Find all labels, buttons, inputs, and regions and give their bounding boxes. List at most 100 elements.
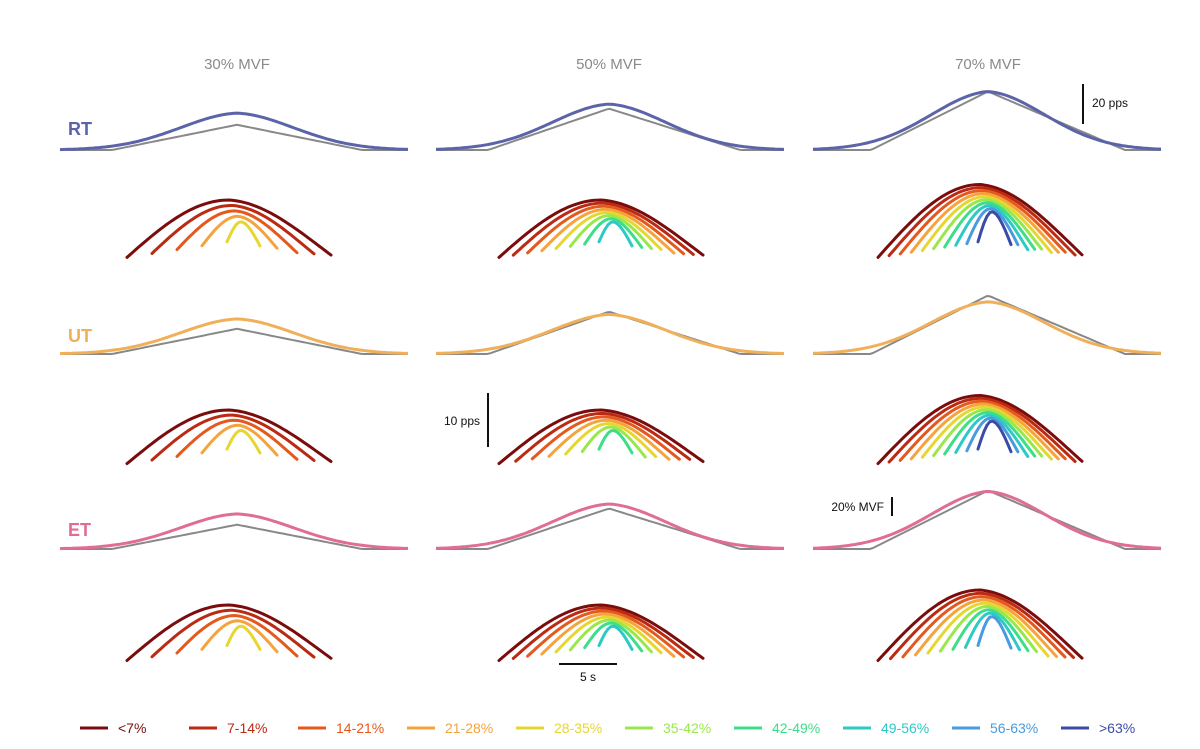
discharge-trace-35-42% <box>932 408 1044 458</box>
discharge-trace-14-21% <box>901 595 1067 659</box>
force-trace-et <box>435 502 785 550</box>
discharge-trace-28-35% <box>920 195 1053 254</box>
force-trace-ut <box>59 317 408 356</box>
force-trace-rt <box>435 102 785 151</box>
discharge-trace-21-28% <box>914 598 1058 658</box>
discharge-trace-<7% <box>497 198 705 259</box>
row-labels: RT UT ET <box>68 119 92 540</box>
force-trace-et <box>812 489 1162 550</box>
legend-label: <7% <box>118 720 146 736</box>
discharge-trace-7-14% <box>514 411 692 463</box>
discharge-trace-49-56% <box>597 624 634 651</box>
discharge-trace-<7% <box>497 408 705 466</box>
discharge-trace-14-21% <box>175 418 299 461</box>
discharge-trace-49-56% <box>964 611 1021 652</box>
discharge-trace-14-21% <box>526 609 686 659</box>
discharge-trace-14-21% <box>526 204 686 256</box>
discharge-trace->63% <box>976 419 1013 454</box>
discharge-trace-21-28% <box>540 207 676 255</box>
row-label-rt: RT <box>68 119 92 139</box>
discharge-trace-<7% <box>876 183 1084 259</box>
discharge-trace-28-35% <box>225 220 262 248</box>
discharge-trace-28-35% <box>564 422 658 459</box>
discharge-trace-21-28% <box>540 612 676 658</box>
discharge-trace-21-28% <box>909 192 1060 254</box>
discharge-trace-14-21% <box>175 614 299 658</box>
discharge-trace-<7% <box>125 603 333 662</box>
discharge-trace-28-35% <box>926 601 1050 658</box>
discharge-trace-56-63% <box>965 416 1020 454</box>
column-titles: 30% MVF 50% MVF 70% MVF <box>204 56 1021 73</box>
discharge-trace-35-42% <box>932 198 1044 251</box>
discharge-trace-35-42% <box>580 425 647 459</box>
legend-label: 21-28% <box>445 720 493 736</box>
discharge-trace-21-28% <box>200 619 279 654</box>
column-title-70: 70% MVF <box>955 56 1021 73</box>
scale-label-20mvf: 20% MVF <box>831 500 884 514</box>
discharge-trace->63% <box>976 210 1013 247</box>
discharge-trace-28-35% <box>920 405 1053 461</box>
legend-label: 28-35% <box>554 720 602 736</box>
legend-label: 35-42% <box>663 720 711 736</box>
discharge-trace-49-56% <box>954 413 1030 458</box>
force-trace-reference <box>60 523 408 550</box>
legend-label: 14-21% <box>336 720 384 736</box>
scale-bars: 20 pps 10 pps 20% MVF 5 s <box>444 84 1128 684</box>
legend-label: 42-49% <box>772 720 820 736</box>
discharge-trace-28-35% <box>554 210 663 251</box>
discharge-trace-7-14% <box>511 201 695 257</box>
row-label-ut: UT <box>68 326 92 346</box>
discharge-trace-49-56% <box>597 220 634 248</box>
discharge-trace-42-49% <box>597 429 634 455</box>
legend-label: 7-14% <box>227 720 267 736</box>
column-title-30: 30% MVF <box>204 56 270 73</box>
discharge-trace-7-14% <box>511 606 695 660</box>
discharge-trace-21-28% <box>200 423 279 457</box>
discharge-trace-42-49% <box>943 201 1037 251</box>
discharge-trace-21-28% <box>547 418 671 461</box>
force-trace-reference <box>436 507 784 550</box>
discharge-trace-28-35% <box>225 429 262 455</box>
force-trace-reference <box>60 123 408 151</box>
discharge-trace-7-14% <box>887 396 1077 464</box>
force-trace-ut <box>812 300 1162 355</box>
discharge-trace-42-49% <box>583 621 644 653</box>
discharge-trace-14-21% <box>530 415 681 461</box>
discharge-trace-35-42% <box>568 618 653 654</box>
force-trace-reference <box>813 294 1161 355</box>
force-trace-rt <box>59 111 409 152</box>
discharge-trace-7-14% <box>150 204 316 256</box>
legend: <7% 7-14% 14-21% 21-28% 28-35% 35-42% 42-49% 49… <box>80 720 1135 736</box>
force-and-discharge-traces <box>59 90 1162 662</box>
column-title-50: 50% MVF <box>576 56 642 73</box>
discharge-trace-<7% <box>125 408 333 466</box>
discharge-trace-14-21% <box>175 209 299 255</box>
discharge-trace-56-63% <box>965 207 1020 247</box>
force-trace-reference <box>436 107 784 151</box>
discharge-trace-28-35% <box>225 624 262 651</box>
discharge-trace-<7% <box>876 394 1084 466</box>
discharge-trace-7-14% <box>150 413 316 462</box>
discharge-trace-42-49% <box>943 411 1037 458</box>
discharge-trace-14-21% <box>898 399 1067 462</box>
legend-label: 49-56% <box>881 720 929 736</box>
discharge-trace-<7% <box>876 588 1084 662</box>
discharge-trace-7-14% <box>889 591 1075 661</box>
discharge-trace-35-42% <box>939 605 1038 654</box>
discharge-trace-35-42% <box>568 214 653 250</box>
discharge-trace-7-14% <box>887 186 1077 258</box>
discharge-trace-7-14% <box>150 608 316 659</box>
discharge-trace-<7% <box>497 603 705 662</box>
force-trace-reference <box>60 327 408 355</box>
legend-label: >63% <box>1099 720 1135 736</box>
discharge-trace-49-56% <box>954 204 1030 252</box>
scale-label-10pps: 10 pps <box>444 414 480 428</box>
discharge-trace-<7% <box>125 198 333 259</box>
legend-label: 56-63% <box>990 720 1038 736</box>
scale-label-20pps: 20 pps <box>1092 96 1128 110</box>
discharge-trace-42-49% <box>951 608 1030 653</box>
force-trace-et <box>59 512 408 551</box>
discharge-trace-56-63% <box>976 615 1013 650</box>
force-trace-rt <box>812 90 1162 151</box>
